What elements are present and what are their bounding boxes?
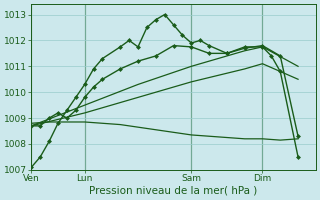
X-axis label: Pression niveau de la mer( hPa ): Pression niveau de la mer( hPa ) <box>90 186 258 196</box>
